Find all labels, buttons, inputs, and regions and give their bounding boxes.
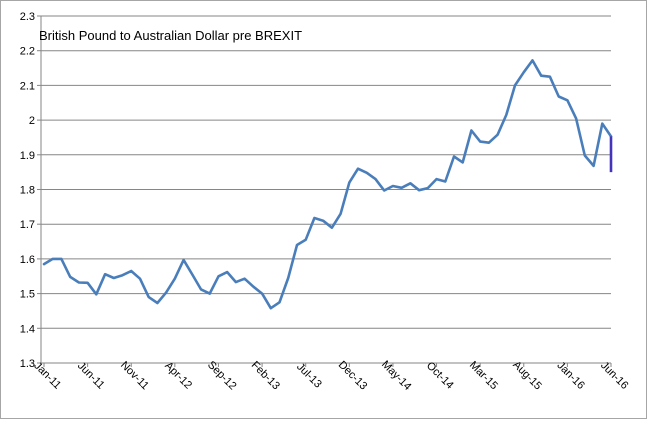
- x-tick-label: Jul-13: [294, 361, 324, 391]
- x-tick-label: Aug-15: [510, 359, 544, 393]
- x-tick-label: Jan-11: [31, 360, 63, 392]
- axes: [37, 15, 612, 367]
- y-tick-label: 1.7: [20, 219, 35, 231]
- y-tick-label: 1.9: [20, 150, 35, 162]
- x-tick-label: Jun-16: [598, 360, 630, 392]
- x-tick-label: Apr-12: [162, 360, 194, 392]
- y-tick-label: 1.6: [20, 254, 35, 266]
- series-lines: [42, 59, 613, 310]
- y-tick-label: 2.1: [20, 80, 35, 92]
- y-tick-label: 2.2: [20, 46, 35, 58]
- x-tick-label: Sep-12: [205, 359, 239, 393]
- x-tick-label: Nov-11: [118, 359, 151, 392]
- y-tick-label: 2: [29, 115, 35, 127]
- chart-title: British Pound to Australian Dollar pre B…: [39, 28, 302, 43]
- x-tick-label: May-14: [379, 358, 413, 392]
- gridlines: [41, 15, 611, 329]
- y-tick-label: 2.3: [20, 11, 35, 23]
- y-tick-labels: 1.3 1.4 1.5 1.6 1.7 1.8 1.9 2 2.1 2.2 2.3: [20, 11, 35, 370]
- x-tick-label: Mar-15: [467, 359, 500, 392]
- x-tick-label: Jan-16: [555, 360, 587, 392]
- x-tick-label: Oct-14: [424, 360, 456, 392]
- x-tick-labels: Jan-11 Jun-11 Nov-11 Apr-12 Sep-12 Feb-13 Jul-…: [31, 358, 630, 392]
- x-tick-label: Jun-11: [75, 360, 107, 392]
- y-tick-label: 1.5: [20, 289, 35, 301]
- y-tick-label: 1.8: [20, 185, 35, 197]
- x-tick-label: Feb-13: [249, 359, 282, 392]
- y-tick-label: 1.3: [20, 358, 35, 370]
- x-tick-label: Dec-13: [336, 359, 370, 393]
- y-tick-label: 1.4: [20, 323, 35, 335]
- series-line: [42, 59, 613, 310]
